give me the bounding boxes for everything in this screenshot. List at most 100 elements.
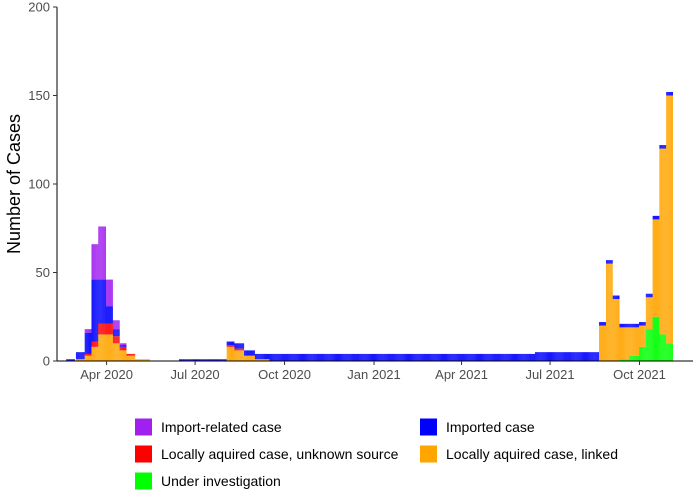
day-bar bbox=[183, 359, 185, 361]
bar-segment-import_related bbox=[125, 343, 127, 346]
bar-segment-imported bbox=[125, 345, 127, 347]
day-bar bbox=[71, 359, 72, 361]
bar-segment-imported bbox=[82, 352, 84, 360]
day-bar bbox=[649, 293, 651, 361]
bar-segment-imported bbox=[672, 91, 673, 96]
bar-segment-local_linked bbox=[110, 334, 111, 361]
bar-segment-local_unknown bbox=[243, 348, 245, 351]
day-bar bbox=[423, 353, 425, 361]
day-bar bbox=[667, 91, 669, 361]
bar-segment-imported bbox=[362, 353, 364, 361]
bar-segment-imported bbox=[476, 353, 478, 361]
day-bar bbox=[668, 91, 670, 361]
bar-segment-import_related bbox=[109, 279, 110, 307]
bar-segment-import_related bbox=[97, 244, 99, 280]
bar-segment-local_unknown bbox=[232, 345, 234, 347]
day-bar bbox=[647, 293, 649, 361]
bar-segment-imported bbox=[395, 353, 397, 361]
day-bar bbox=[283, 353, 284, 361]
bar-segment-imported bbox=[270, 353, 272, 361]
bar-segment-local_linked bbox=[646, 297, 648, 330]
day-bar bbox=[468, 353, 470, 361]
day-bar bbox=[612, 295, 614, 361]
day-bar bbox=[143, 359, 144, 361]
bar-segment-imported bbox=[99, 279, 101, 324]
bar-segment-local_unknown bbox=[86, 353, 88, 356]
day-bar bbox=[645, 293, 647, 361]
day-bar bbox=[498, 353, 500, 361]
day-bar bbox=[229, 341, 231, 361]
bar-segment-local_linked bbox=[604, 325, 606, 361]
day-bar bbox=[620, 323, 622, 361]
bar-segment-import_related bbox=[107, 279, 108, 307]
day-bar bbox=[424, 353, 425, 361]
bar-segment-imported bbox=[593, 352, 595, 361]
day-bar bbox=[280, 353, 282, 361]
bar-segment-local_unknown bbox=[93, 341, 95, 347]
bar-segment-local_linked bbox=[133, 355, 135, 361]
day-bar bbox=[514, 353, 516, 361]
bar-segment-imported bbox=[314, 353, 316, 361]
day-bar bbox=[363, 353, 365, 361]
bar-segment-imported bbox=[356, 353, 357, 361]
bar-segment-imported bbox=[182, 359, 184, 361]
day-bar bbox=[483, 353, 485, 361]
bar-segment-imported bbox=[71, 359, 72, 361]
bar-segment-imported bbox=[513, 353, 515, 361]
day-bar bbox=[515, 353, 517, 361]
day-bar bbox=[237, 343, 239, 361]
day-bar bbox=[570, 352, 572, 361]
day-bar bbox=[478, 353, 480, 361]
day-bar bbox=[587, 352, 589, 361]
bar-segment-imported bbox=[66, 359, 68, 361]
bar-segment-imported bbox=[205, 359, 207, 361]
bar-segment-investigation bbox=[633, 355, 635, 361]
day-bar bbox=[554, 352, 556, 361]
bar-segment-investigation bbox=[635, 355, 637, 361]
bar-segment-investigation bbox=[669, 343, 671, 361]
bar-segment-imported bbox=[547, 352, 549, 361]
bar-segment-imported bbox=[251, 350, 253, 356]
day-bar bbox=[83, 352, 85, 361]
day-bar bbox=[85, 329, 87, 361]
day-bar bbox=[138, 359, 140, 361]
bar-segment-imported bbox=[633, 323, 635, 328]
bar-segment-imported bbox=[366, 353, 368, 361]
bar-segment-imported bbox=[658, 215, 660, 220]
bar-segment-investigation bbox=[628, 359, 630, 361]
bar-segment-imported bbox=[548, 352, 550, 361]
day-bar bbox=[543, 352, 545, 361]
bar-segment-imported bbox=[541, 352, 543, 361]
day-bar bbox=[80, 352, 82, 361]
bar-segment-local_linked bbox=[83, 359, 85, 361]
bar-segment-imported bbox=[243, 343, 245, 349]
bar-segment-imported bbox=[405, 353, 407, 361]
bar-segment-local_linked bbox=[111, 334, 113, 361]
day-bar bbox=[488, 353, 490, 361]
day-bar bbox=[317, 353, 319, 361]
day-bar bbox=[128, 353, 130, 361]
day-bar bbox=[68, 359, 70, 361]
day-bar bbox=[426, 353, 427, 361]
day-bar bbox=[431, 353, 433, 361]
day-bar bbox=[86, 329, 88, 361]
bar-segment-local_linked bbox=[233, 346, 235, 361]
bar-segment-imported bbox=[367, 353, 369, 361]
day-bar bbox=[129, 353, 131, 361]
day-bar bbox=[446, 353, 448, 361]
day-bar bbox=[358, 353, 360, 361]
bar-segment-local_linked bbox=[637, 327, 638, 356]
bar-segment-local_linked bbox=[124, 350, 126, 361]
day-bar bbox=[475, 353, 477, 361]
bar-segment-local_linked bbox=[85, 355, 87, 361]
day-bar bbox=[273, 353, 275, 361]
bar-segment-imported bbox=[441, 353, 443, 361]
bar-segment-investigation bbox=[658, 316, 660, 361]
day-bar bbox=[520, 353, 522, 361]
day-bar bbox=[110, 279, 112, 361]
bar-segment-imported bbox=[74, 359, 75, 361]
bar-segment-import_related bbox=[121, 343, 123, 346]
day-bar bbox=[476, 353, 478, 361]
bar-segment-import_related bbox=[118, 320, 120, 330]
day-bar bbox=[425, 353, 426, 361]
